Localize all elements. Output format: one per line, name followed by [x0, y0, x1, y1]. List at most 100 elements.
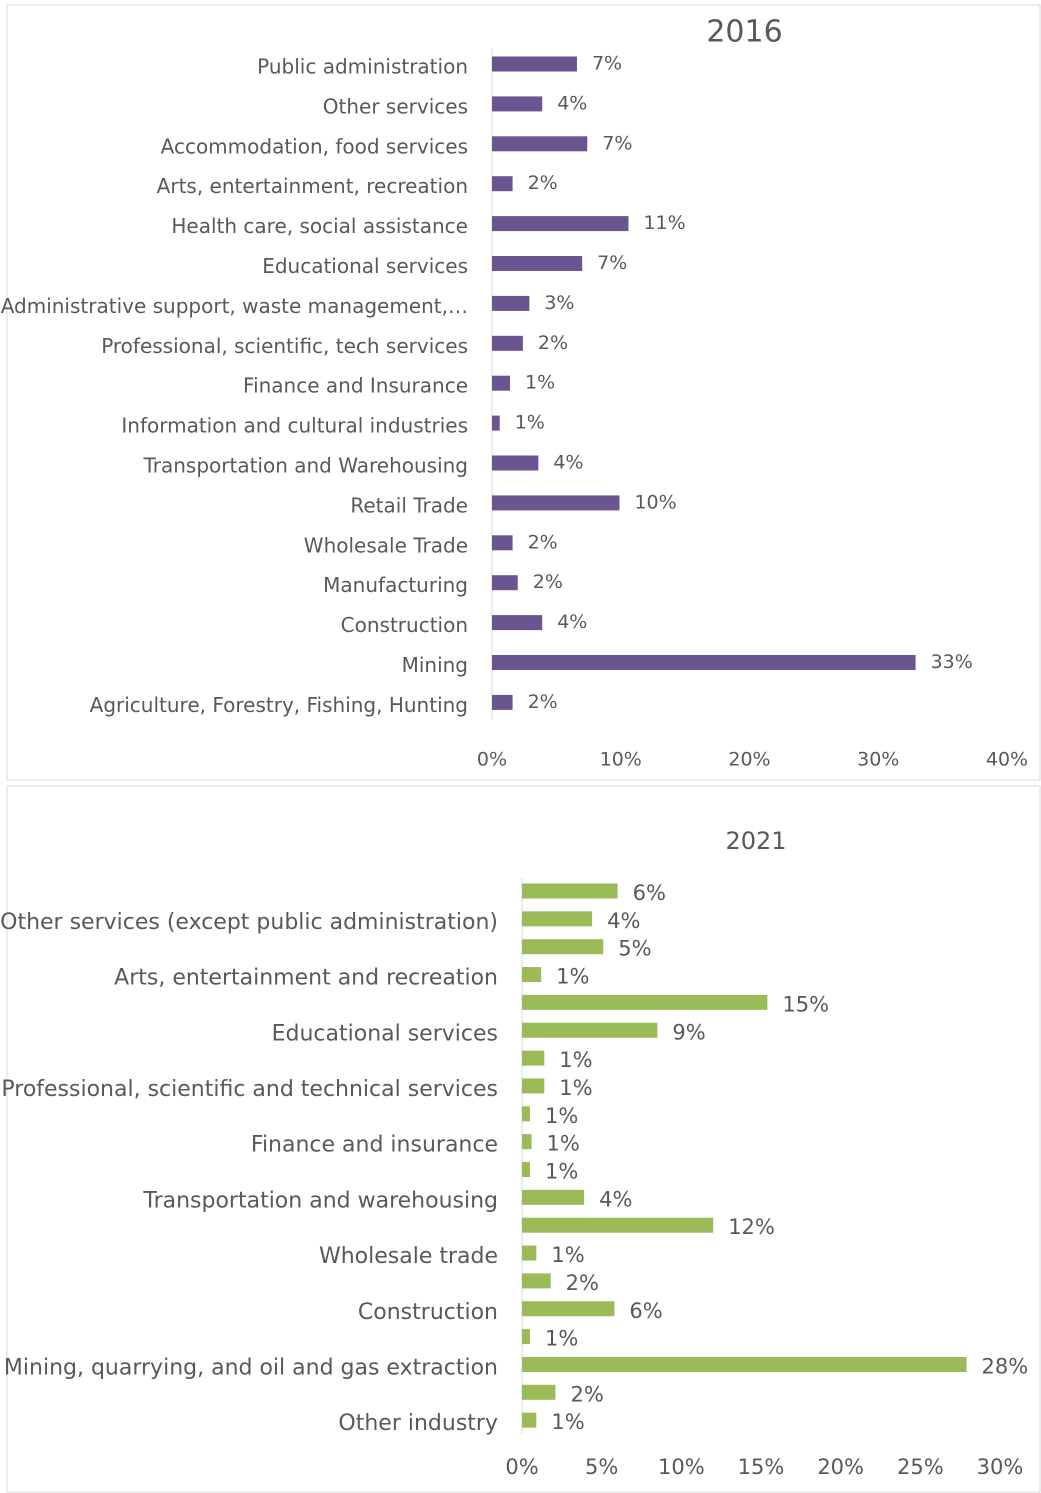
data-label: 1% [525, 372, 555, 394]
y-tick-label: Accommodation, food services [161, 134, 468, 158]
y-tick-label: Arts, entertainment, recreation [157, 174, 468, 198]
data-label: 1% [556, 965, 589, 989]
y-tick-label: Retail Trade [350, 493, 468, 517]
bar [522, 883, 618, 899]
x-tick-label: 0% [477, 749, 507, 771]
bar [522, 1412, 537, 1428]
bar [492, 455, 539, 471]
data-label: 2% [528, 172, 558, 194]
bar [492, 415, 500, 431]
y-tick-label: Transportation and Warehousing [142, 454, 468, 478]
data-label: 1% [545, 1104, 578, 1128]
y-tick-label: Finance and insurance [251, 1133, 498, 1158]
chart-frame [6, 4, 1041, 781]
bar [522, 1356, 967, 1372]
data-label: 15% [782, 992, 829, 1016]
data-label: 4% [599, 1187, 632, 1211]
y-tick-label: Other services [323, 94, 468, 118]
y-tick-label: Public administration [257, 55, 468, 79]
data-label: 2% [528, 531, 558, 553]
data-label: 28% [982, 1354, 1029, 1378]
y-tick-label: Other services (except public administra… [0, 910, 498, 935]
y-tick-label: Finance and Insurance [243, 374, 468, 398]
bar [522, 1078, 545, 1094]
x-tick-label: 0% [505, 1455, 538, 1479]
data-label: 2% [570, 1382, 603, 1406]
data-label: 9% [672, 1020, 705, 1044]
chart-frame [6, 785, 1041, 1493]
data-label: 2% [538, 332, 568, 354]
y-tick-label: Manufacturing [323, 573, 468, 597]
bar [522, 1384, 556, 1400]
bar [522, 994, 768, 1010]
data-label: 7% [602, 132, 632, 154]
x-tick-label: 20% [817, 1455, 864, 1479]
bar [492, 256, 583, 271]
data-label: 4% [557, 92, 587, 114]
bar [492, 176, 513, 192]
bar [492, 615, 543, 631]
y-tick-label: Administrative support, waste management… [1, 294, 468, 318]
data-label: 1% [545, 1160, 578, 1184]
x-tick-label: 30% [977, 1455, 1024, 1479]
y-tick-label: Construction [358, 1300, 498, 1325]
data-label: 2% [533, 571, 563, 593]
y-tick-label: Mining, quarrying, and oil and gas extra… [4, 1355, 498, 1380]
bar [492, 655, 916, 670]
bar [492, 56, 577, 72]
x-tick-label: 40% [986, 749, 1028, 771]
y-tick-label: Wholesale Trade [304, 533, 468, 557]
y-tick-label: Educational services [272, 1021, 498, 1046]
data-label: 1% [545, 1327, 578, 1351]
bar [522, 1189, 585, 1205]
data-label: 1% [551, 1243, 584, 1267]
y-tick-label: Construction [341, 613, 468, 637]
chart-title: 2021 [725, 827, 786, 855]
x-tick-label: 20% [728, 749, 770, 771]
bar [492, 136, 588, 152]
bar [522, 967, 542, 983]
data-label: 1% [559, 1048, 592, 1072]
data-label: 4% [553, 452, 583, 474]
bar [522, 1273, 551, 1289]
data-label: 1% [547, 1132, 580, 1156]
bar [492, 575, 518, 591]
bar [522, 1162, 530, 1177]
data-label: 2% [528, 691, 558, 713]
data-label: 7% [597, 252, 627, 274]
data-label: 33% [931, 651, 973, 673]
y-tick-label: Arts, entertainment and recreation [114, 966, 498, 991]
y-tick-label: Mining [402, 653, 468, 677]
bar [492, 335, 523, 351]
y-tick-label: Professional, scientific, tech services [101, 334, 468, 358]
x-tick-label: 15% [738, 1455, 785, 1479]
data-label: 11% [643, 212, 685, 234]
bar [522, 1245, 537, 1261]
y-tick-label: Information and cultural industries [121, 414, 468, 438]
data-label: 6% [629, 1299, 662, 1323]
bar [522, 1329, 530, 1345]
bar [492, 216, 629, 232]
data-label: 1% [551, 1410, 584, 1434]
y-tick-label: Other industry [338, 1411, 498, 1436]
chart-title: 2016 [706, 15, 782, 50]
bar [492, 375, 511, 391]
x-tick-label: 25% [897, 1455, 944, 1479]
bar [522, 1134, 532, 1150]
y-tick-label: Professional, scientific and technical s… [1, 1077, 498, 1102]
x-tick-label: 5% [585, 1455, 618, 1479]
y-tick-label: Wholesale trade [319, 1244, 498, 1269]
data-label: 2% [566, 1271, 599, 1295]
data-label: 5% [618, 937, 651, 961]
bar [492, 495, 620, 511]
bar [522, 1301, 615, 1317]
bar [522, 1050, 545, 1066]
bar [522, 1106, 530, 1122]
data-label: 4% [557, 611, 587, 633]
data-label: 10% [634, 491, 676, 513]
bar [492, 295, 530, 311]
data-label: 12% [728, 1215, 775, 1239]
data-label: 3% [544, 292, 574, 314]
bar [492, 535, 513, 551]
